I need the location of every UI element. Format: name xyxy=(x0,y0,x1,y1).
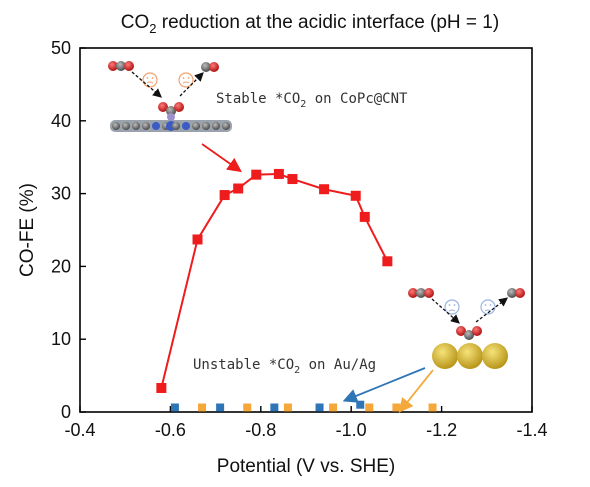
series-0-point xyxy=(233,183,244,194)
y-axis-label: CO-FE (%) xyxy=(17,183,38,277)
copc-sheet xyxy=(110,113,232,132)
y-tick-label: 30 xyxy=(51,184,71,204)
co2-molecule-left xyxy=(408,288,434,298)
series-2-point xyxy=(428,403,437,412)
copc-cnt-illustration xyxy=(108,61,232,132)
series-0-point xyxy=(273,168,284,179)
face-icon xyxy=(480,299,496,315)
annotation-arrow-red xyxy=(201,143,242,173)
x-axis: -0.4 -0.6 -0.8 -1.0 -1.2 -1.4 xyxy=(64,406,548,440)
series-0-point xyxy=(219,190,230,201)
plot-area-frame xyxy=(79,47,533,413)
face-icon xyxy=(142,72,158,88)
annotation-arrow-blue xyxy=(342,367,426,403)
y-tick-label: 10 xyxy=(51,329,71,349)
series-2-point xyxy=(392,403,401,412)
series-0-point xyxy=(192,234,203,245)
x-tick-label: -1.0 xyxy=(336,420,367,440)
series-1-point xyxy=(216,403,225,412)
x-tick-label: -0.4 xyxy=(64,420,95,440)
y-axis: 0 10 20 30 40 50 xyxy=(51,38,86,422)
x-tick-label: -0.8 xyxy=(245,420,276,440)
annotation-arrow-orange xyxy=(398,369,434,413)
series-1-point xyxy=(170,403,179,412)
y-tick-label: 40 xyxy=(51,111,71,131)
x-tick-label: -0.6 xyxy=(155,420,186,440)
data-series xyxy=(156,168,437,412)
co-molecule-right xyxy=(507,288,525,298)
face-icon xyxy=(178,72,194,88)
series-2-point xyxy=(243,403,252,412)
series-1-point xyxy=(356,400,365,409)
x-tick-label: -1.4 xyxy=(516,420,547,440)
series-0-line xyxy=(160,172,389,389)
series-0-point xyxy=(319,184,330,195)
face-icon xyxy=(444,299,460,315)
series-2-point xyxy=(283,403,292,412)
series-0-point xyxy=(156,382,167,393)
chart-title: CO2 reduction at the acidic interface (p… xyxy=(121,12,499,36)
series-1-point xyxy=(315,403,324,412)
annotation-unstable: Unstable *CO2 on Au/Ag xyxy=(193,357,376,376)
au-ag-illustration xyxy=(408,288,525,369)
x-tick-label: -1.2 xyxy=(426,420,457,440)
series-2-point xyxy=(329,403,338,412)
y-tick-label: 0 xyxy=(61,402,71,422)
series-0-point xyxy=(382,256,393,267)
series-1-point xyxy=(270,403,279,412)
y-tick-label: 20 xyxy=(51,256,71,276)
series-0-point xyxy=(287,174,298,185)
y-tick-label: 50 xyxy=(51,38,71,58)
series-0-point xyxy=(359,211,370,222)
series-0-point xyxy=(251,169,262,180)
x-axis-label: Potential (V vs. SHE) xyxy=(217,456,395,477)
series-2-point xyxy=(198,403,207,412)
series-2-point xyxy=(365,403,374,412)
series-0-point xyxy=(350,190,361,201)
gold-atoms xyxy=(432,343,508,369)
co2-molecule-left xyxy=(108,61,134,71)
annotation-stable: Stable *CO2 on CoPc@CNT xyxy=(216,91,408,110)
co-molecule-right xyxy=(201,62,219,72)
